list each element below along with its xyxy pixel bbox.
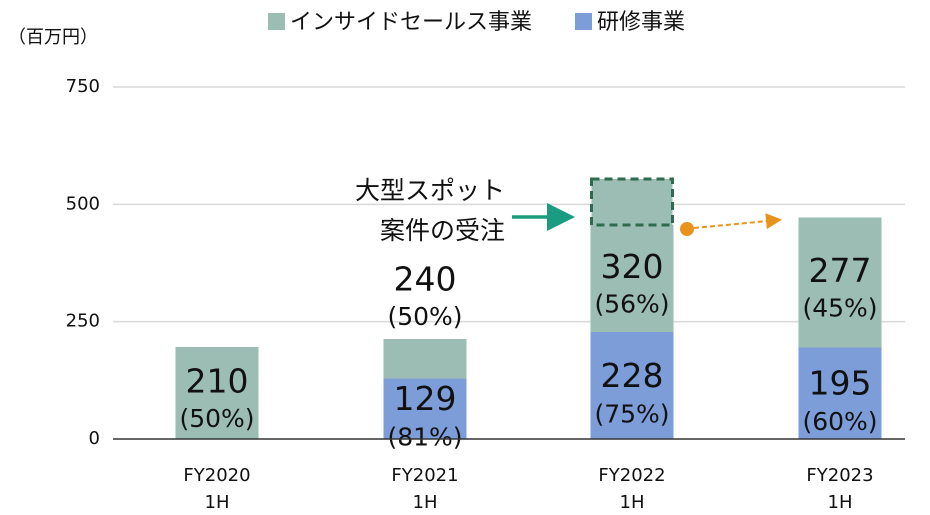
y-tick-label: 0	[89, 428, 100, 449]
x-tick-label: 1H	[620, 492, 645, 513]
x-tick-label: FY2022	[598, 465, 665, 486]
x-tick-label: FY2020	[183, 465, 250, 486]
x-tick-label: 1H	[828, 492, 853, 513]
annotation-value: 240	[394, 260, 457, 299]
legend-label: インサイドセールス事業	[290, 10, 532, 35]
data-note: (60%)	[802, 407, 877, 436]
bar-segment	[798, 217, 882, 348]
annotation-value: 320	[601, 247, 664, 286]
dot	[680, 222, 694, 236]
annotation-note: (50%)	[179, 404, 254, 433]
data-label: 195	[809, 364, 872, 403]
annotation-note: (50%)	[387, 302, 462, 331]
data-label: 228	[601, 356, 664, 395]
x-tick-label: 1H	[205, 492, 230, 513]
y-tick-label: 250	[66, 311, 100, 332]
legend-swatch	[575, 13, 593, 30]
legend-label: 研修事業	[597, 10, 685, 35]
annotation-value: 210	[186, 362, 249, 401]
bar-segment	[175, 347, 259, 439]
y-tick-label: 500	[66, 193, 100, 214]
annotation-value: 277	[809, 251, 872, 290]
bar-segment	[590, 331, 674, 439]
highlight-text: 大型スポット	[355, 176, 505, 205]
legend-swatch	[268, 13, 285, 30]
data-note: (81%)	[387, 423, 462, 452]
highlight-box	[590, 177, 674, 227]
arrow	[693, 213, 782, 230]
y-tick-label: 750	[66, 76, 100, 97]
data-label: 129	[394, 379, 457, 418]
annotation-note: (56%)	[594, 289, 669, 318]
bar-segment	[383, 339, 467, 379]
x-tick-label: FY2023	[806, 465, 873, 486]
highlight-text: 案件の受注	[380, 216, 505, 245]
bar-segment	[383, 378, 467, 439]
x-tick-label: 1H	[413, 492, 438, 513]
data-note: (75%)	[594, 399, 669, 428]
unit-label: （百万円）	[8, 27, 98, 48]
bar-segment	[590, 224, 674, 332]
annotation-note: (45%)	[802, 293, 877, 322]
x-tick-label: FY2021	[391, 465, 458, 486]
bar-segment	[798, 347, 882, 439]
